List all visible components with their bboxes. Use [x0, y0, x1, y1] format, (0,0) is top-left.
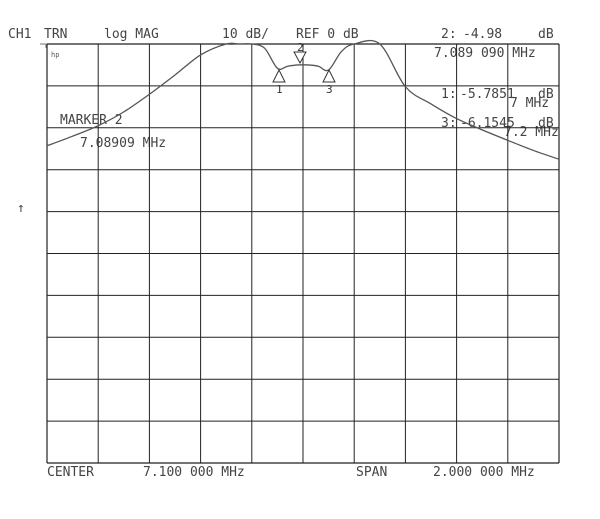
- scale-label: 10 dB/: [222, 27, 269, 42]
- trace-layer: [46, 39, 560, 160]
- marker-3-unit: dB: [538, 116, 554, 131]
- marker-info-title: MARKER 2: [60, 113, 123, 128]
- active-marker-unit: dB: [538, 27, 554, 42]
- marker-2-symbol: [293, 51, 307, 65]
- marker-2-number: 2: [297, 41, 304, 54]
- reference-arrow-icon: ↑: [17, 201, 25, 216]
- marker-1-number: 1: [276, 83, 283, 96]
- marker-3-symbol: [322, 68, 336, 83]
- trace-line: [46, 39, 560, 160]
- marker-3-number: 3: [326, 83, 333, 96]
- marker-1-value: -5.7851: [460, 87, 515, 102]
- marker-1-symbol: [272, 68, 286, 83]
- mode-label: TRN: [44, 27, 68, 42]
- marker-1-label: 1:: [441, 87, 457, 102]
- marker-1-unit: dB: [538, 87, 554, 102]
- active-marker-label: 2:: [441, 27, 457, 42]
- marker-3: 3: [322, 68, 336, 96]
- span-value: 2.000 000 MHz: [433, 465, 535, 480]
- reference-position-tick: [40, 43, 47, 48]
- marker-1-frequency: 7 MHz: [510, 96, 550, 111]
- reference-label: REF 0 dB: [296, 27, 359, 42]
- marker-info-frequency: 7.08909 MHz: [80, 136, 167, 151]
- format-label: log MAG: [104, 27, 159, 42]
- channel-label: CH1: [8, 27, 32, 42]
- marker-1: 1: [272, 68, 286, 96]
- center-label: CENTER: [47, 465, 94, 480]
- active-marker-value: -4.98: [463, 27, 503, 42]
- marker-2: 2: [293, 41, 307, 65]
- marker-3-label: 3:: [441, 116, 457, 131]
- graticule-grid: [46, 43, 560, 464]
- marker-layer: 1 2 3: [272, 41, 336, 96]
- active-marker-frequency: 7.089 090 MHz: [434, 46, 536, 61]
- marker-3-frequency: 7.2 MHz: [504, 125, 559, 140]
- hp-logo: hp: [51, 51, 59, 59]
- center-value: 7.100 000 MHz: [143, 465, 245, 480]
- span-label: SPAN: [356, 465, 388, 480]
